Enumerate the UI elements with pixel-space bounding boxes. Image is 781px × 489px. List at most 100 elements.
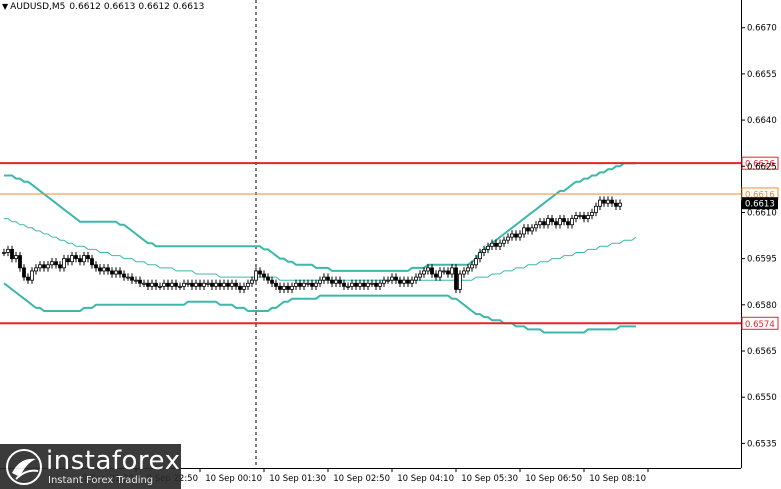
candle-body bbox=[546, 218, 550, 226]
candle-body bbox=[186, 282, 190, 285]
candle bbox=[106, 264, 110, 275]
candle-body bbox=[494, 242, 498, 247]
y-tick-label: 0.6550 bbox=[747, 393, 777, 403]
candle bbox=[562, 214, 566, 226]
candle-body bbox=[406, 279, 410, 284]
candle-body bbox=[350, 282, 354, 287]
candle bbox=[434, 270, 438, 281]
candle bbox=[18, 251, 22, 272]
y-tick-label: 0.6535 bbox=[747, 439, 777, 449]
candle bbox=[294, 279, 298, 291]
ohlc-open: 0.6612 bbox=[69, 2, 101, 12]
candle-body bbox=[202, 282, 206, 287]
candle-body bbox=[74, 255, 78, 260]
candle-body bbox=[554, 221, 558, 226]
candle bbox=[574, 211, 578, 223]
candle bbox=[150, 279, 154, 291]
candle-body bbox=[142, 282, 146, 285]
candle bbox=[602, 196, 606, 207]
candle bbox=[218, 279, 222, 291]
candle-body bbox=[118, 270, 122, 275]
candle bbox=[234, 279, 238, 291]
candle bbox=[514, 230, 518, 241]
candle-body bbox=[482, 248, 486, 253]
candle bbox=[318, 276, 322, 287]
candle-body bbox=[586, 215, 590, 220]
candle bbox=[406, 276, 410, 287]
candle-body bbox=[474, 258, 478, 266]
candle bbox=[14, 251, 18, 263]
candle-body bbox=[206, 282, 210, 285]
candle-body bbox=[138, 279, 142, 284]
candle bbox=[390, 273, 394, 284]
candle bbox=[326, 273, 330, 284]
candle bbox=[550, 214, 554, 226]
candle-body bbox=[110, 270, 114, 275]
candle-body bbox=[534, 224, 538, 229]
candle-body bbox=[562, 218, 566, 223]
candle-body bbox=[314, 282, 318, 287]
candle bbox=[510, 230, 514, 241]
candle-body bbox=[22, 267, 26, 278]
candle bbox=[246, 279, 250, 291]
candle-body bbox=[610, 199, 614, 204]
candle-body bbox=[346, 285, 350, 288]
candle bbox=[366, 279, 370, 291]
candle-body bbox=[162, 282, 166, 287]
candle bbox=[258, 267, 262, 278]
candle-body bbox=[194, 282, 198, 287]
candle bbox=[610, 196, 614, 207]
candle bbox=[570, 214, 574, 229]
candle-body bbox=[602, 199, 606, 204]
candle bbox=[462, 267, 466, 278]
candle bbox=[402, 276, 406, 287]
candle bbox=[586, 211, 590, 223]
candle-body bbox=[234, 282, 238, 287]
chart-menu-icon[interactable]: ▼ bbox=[2, 2, 9, 11]
candle bbox=[350, 279, 354, 291]
candle-body bbox=[522, 227, 526, 235]
candle-body bbox=[310, 282, 314, 287]
candle bbox=[86, 251, 90, 263]
candle bbox=[270, 276, 274, 287]
level-tag-text: 0.6626 bbox=[745, 160, 775, 170]
candle bbox=[606, 196, 610, 207]
candle-body bbox=[78, 258, 82, 263]
candle-body bbox=[238, 285, 242, 290]
x-tick-label: 10 Sep 01:30 bbox=[269, 474, 326, 484]
candle bbox=[566, 217, 570, 229]
candle bbox=[546, 214, 550, 229]
candle bbox=[2, 248, 6, 257]
candle bbox=[42, 261, 46, 272]
candle bbox=[342, 279, 346, 291]
candle bbox=[302, 279, 306, 291]
candle-body bbox=[450, 267, 454, 275]
candle-body bbox=[262, 273, 266, 278]
candle-body bbox=[374, 282, 378, 287]
candle bbox=[138, 276, 142, 287]
candle bbox=[354, 279, 358, 291]
instaforex-logo-icon bbox=[6, 449, 42, 485]
candle bbox=[470, 261, 474, 272]
candle-body bbox=[566, 221, 570, 226]
candle-body bbox=[226, 282, 230, 287]
candle bbox=[54, 258, 58, 269]
candle-body bbox=[514, 233, 518, 238]
candle bbox=[58, 261, 62, 272]
candle bbox=[334, 276, 338, 287]
candle bbox=[282, 282, 286, 294]
candle-body bbox=[538, 221, 542, 226]
candle bbox=[74, 251, 78, 263]
candle bbox=[398, 276, 402, 287]
ohlc-close: 0.6613 bbox=[172, 2, 205, 12]
candle bbox=[482, 245, 486, 257]
candle-body bbox=[242, 285, 246, 290]
candle bbox=[386, 276, 390, 284]
candle bbox=[130, 273, 134, 284]
candle bbox=[298, 279, 302, 291]
candle-body bbox=[478, 252, 482, 260]
candle-body bbox=[298, 282, 302, 287]
candle bbox=[70, 251, 74, 266]
candle bbox=[82, 251, 86, 266]
